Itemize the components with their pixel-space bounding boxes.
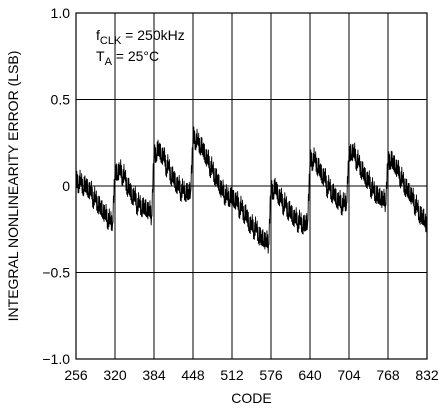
y-tick-label: −1.0 — [42, 351, 70, 367]
x-tick-label: 576 — [259, 367, 283, 383]
annotation-fclk-main: f — [96, 27, 100, 43]
y-tick-label: 0.5 — [51, 92, 71, 108]
x-tick-label: 320 — [103, 367, 127, 383]
y-tick-labels: −1.0 −0.5 0 0.5 1.0 — [42, 5, 70, 367]
x-axis-title: CODE — [231, 390, 271, 406]
x-tick-label: 384 — [142, 367, 166, 383]
data-series — [75, 126, 428, 254]
x-tick-label: 832 — [415, 367, 439, 383]
x-tick-label: 256 — [64, 367, 88, 383]
annotation-fclk-value: = 250kHz — [121, 27, 184, 43]
x-tick-label: 704 — [337, 367, 361, 383]
plot-frame — [75, 12, 428, 360]
inl-error-trace — [75, 126, 428, 254]
y-axis-title: INTEGRAL NONLINEARITY ERROR (LSB) — [5, 51, 21, 322]
annotation-fclk: fCLK = 250kHz — [96, 27, 185, 47]
x-tick-label: 640 — [298, 367, 322, 383]
annotation-ta: TA = 25°C — [96, 48, 159, 68]
x-tick-label: 448 — [181, 367, 205, 383]
annotation-ta-sub: A — [105, 56, 113, 68]
annotation-ta-value: = 25°C — [112, 48, 159, 64]
x-tick-label: 512 — [220, 367, 244, 383]
y-tick-label: 1.0 — [51, 5, 71, 21]
annotation-ta-main: T — [96, 48, 105, 64]
x-tick-labels: 256 320 384 448 512 576 640 704 768 832 — [64, 367, 439, 383]
annotation-fclk-sub: CLK — [100, 35, 122, 47]
y-tick-label: 0 — [62, 178, 70, 194]
x-tick-label: 768 — [376, 367, 400, 383]
y-tick-label: −0.5 — [42, 265, 70, 281]
annotations: fCLK = 250kHz TA = 25°C — [96, 27, 185, 68]
